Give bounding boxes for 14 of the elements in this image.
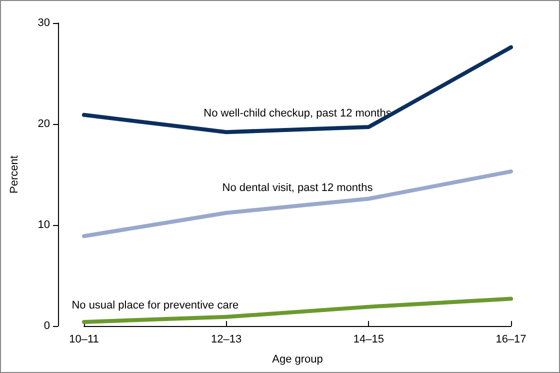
y-tick-label: 0 xyxy=(44,320,50,332)
x-tick-label: 10–11 xyxy=(69,334,99,346)
x-axis-title: Age group xyxy=(272,354,323,366)
y-axis-title: Percent xyxy=(8,156,20,194)
series-label: No usual place for preventive care xyxy=(72,299,239,312)
line-series xyxy=(82,45,513,134)
line-series xyxy=(82,169,513,238)
y-tick-label: 30 xyxy=(38,17,50,29)
series-label: No dental visit, past 12 months xyxy=(222,182,374,194)
x-tick-label: 14–15 xyxy=(353,334,384,346)
y-tick-label: 20 xyxy=(38,118,50,130)
y-tick-label: 10 xyxy=(38,219,50,231)
x-tick-label: 16–17 xyxy=(496,334,526,346)
x-tick-label: 12–13 xyxy=(211,334,242,346)
